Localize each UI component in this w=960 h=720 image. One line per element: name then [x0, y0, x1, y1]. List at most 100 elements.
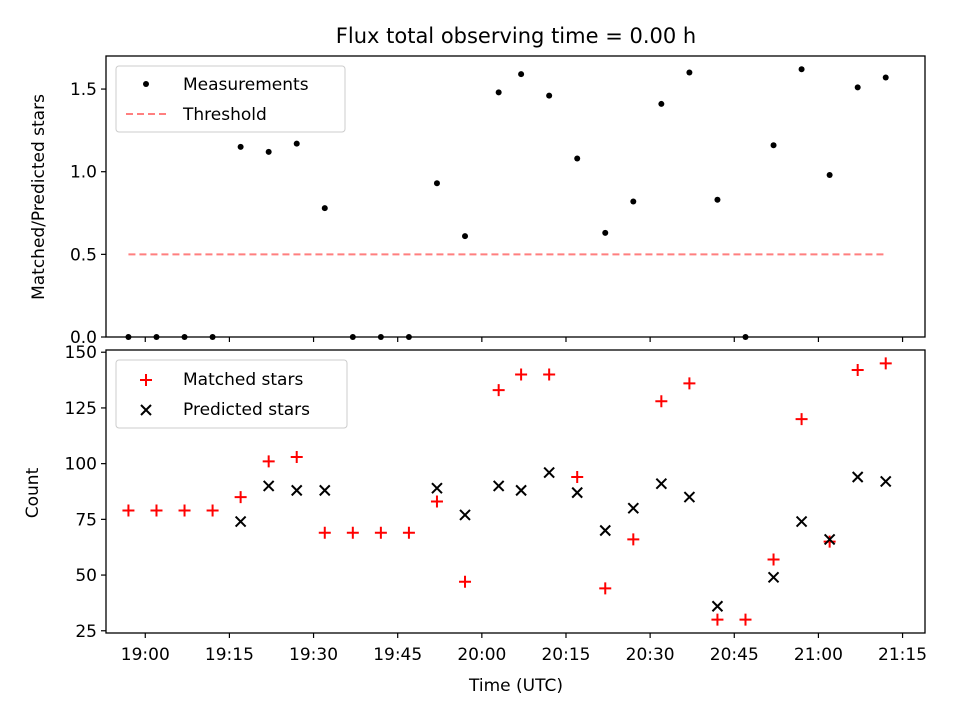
- measurement-point: [882, 74, 889, 81]
- matched-star-point: [767, 553, 780, 566]
- bottom-y-tick-label: 125: [65, 399, 97, 419]
- legend-measurements-label: Measurements: [183, 75, 309, 95]
- matched-star-point: [627, 533, 640, 546]
- predicted-star-point: [571, 486, 583, 499]
- measurement-point: [237, 143, 244, 150]
- matched-star-point: [492, 384, 505, 397]
- matched-star-point: [879, 357, 892, 370]
- x-tick-label: 20:45: [710, 645, 759, 665]
- legend-matched-marker: [140, 374, 152, 386]
- predicted-star-point: [823, 533, 836, 546]
- predicted-star-point: [627, 502, 640, 514]
- matched-star-point: [739, 613, 752, 626]
- measurement-point: [826, 172, 833, 179]
- bottom-legend-frame: [115, 359, 348, 429]
- predicted-star-point: [599, 524, 611, 537]
- predicted-star-point: [262, 480, 275, 492]
- matched-star-point: [318, 526, 331, 539]
- top-y-tick-label: 1.0: [70, 163, 97, 183]
- x-tick-label: 21:00: [794, 645, 843, 665]
- x-tick-label: 21:15: [878, 645, 927, 665]
- predicted-star-point: [234, 515, 247, 528]
- measurement-point: [686, 69, 693, 76]
- measurement-point: [574, 155, 581, 162]
- predicted-star-point: [515, 484, 527, 497]
- predicted-star-point: [851, 471, 864, 483]
- top-y-ticks: 0.0 0.5 1.0 1.5: [70, 80, 106, 348]
- top-y-axis-label: Matched/Predicted stars: [29, 94, 49, 300]
- measurement-point: [658, 100, 665, 107]
- predicted-star-point: [431, 482, 443, 494]
- measurement-point: [518, 71, 525, 78]
- bottom-axes-frame: [105, 349, 926, 634]
- matched-star-point: [234, 491, 247, 504]
- matched-star-point: [374, 526, 387, 539]
- matched-star-point: [683, 377, 696, 390]
- matched-star-point: [206, 504, 219, 517]
- matched-star-point: [290, 450, 303, 463]
- bottom-y-tick-label: 100: [65, 455, 97, 475]
- matched-star-point: [571, 471, 584, 484]
- top-axes-frame: [105, 55, 926, 338]
- top-legend-frame: [115, 65, 346, 133]
- bottom-marks: [122, 357, 892, 626]
- matched-star-point: [851, 364, 864, 377]
- matched-star-point: [262, 455, 275, 468]
- top-y-tick-label: 0.0: [70, 328, 97, 348]
- measurement-point: [630, 198, 637, 205]
- predicted-star-point: [711, 600, 724, 612]
- x-tick-label: 19:45: [373, 645, 422, 665]
- top-y-tick-label: 0.5: [70, 245, 97, 265]
- bottom-y-tick-label: 150: [65, 343, 97, 363]
- x-axis-label: Time (UTC): [468, 676, 563, 696]
- legend-threshold-label: Threshold: [182, 105, 267, 125]
- x-tick-label: 19:00: [121, 645, 170, 665]
- matched-star-point: [655, 395, 668, 408]
- predicted-star-point: [795, 515, 808, 528]
- matched-star-point: [795, 413, 808, 426]
- measurement-point: [433, 180, 440, 187]
- measurement-point: [714, 196, 721, 203]
- top-x-ticks: [144, 337, 904, 342]
- predicted-star-point: [683, 491, 696, 503]
- measurement-point: [495, 89, 502, 96]
- bottom-y-ticks: 25 50 75 100 125 150: [65, 343, 106, 642]
- measurement-point: [854, 84, 861, 91]
- top-y-tick-label: 1.5: [70, 80, 97, 100]
- x-tick-label: 20:30: [626, 645, 675, 665]
- predicted-star-point: [543, 466, 555, 479]
- bottom-y-tick-label: 50: [75, 566, 97, 586]
- x-tick-label: 19:30: [289, 645, 338, 665]
- x-tick-label: 20:00: [457, 645, 506, 665]
- measurement-point: [546, 92, 553, 99]
- bottom-y-axis-label: Count: [23, 467, 43, 518]
- predicted-star-point: [655, 477, 668, 490]
- top-legend: Measurements Threshold: [115, 65, 346, 133]
- matched-star-point: [515, 368, 528, 381]
- matched-star-point: [150, 504, 163, 517]
- predicted-star-point: [319, 484, 331, 497]
- bottom-panel: 25 50 75 100 125 150 19:00 19:15 19:30 19:45 20:0…: [23, 343, 927, 696]
- measurement-point: [602, 229, 609, 236]
- bottom-x-ticks: 19:00 19:15 19:30 19:45 20:00 20:15 20:30 20:45…: [121, 633, 927, 665]
- predicted-star-point: [767, 571, 780, 583]
- matched-star-point: [122, 504, 135, 517]
- top-panel: Flux total observing time = 0.00 h 0.00.…: [29, 24, 926, 348]
- predicted-star-point: [459, 509, 471, 521]
- predicted-star-point: [291, 484, 303, 497]
- legend-measurements-marker: [143, 81, 149, 87]
- measurement-point: [770, 142, 777, 149]
- measurement-point: [265, 148, 272, 155]
- legend-predicted-marker: [140, 404, 152, 416]
- bottom-legend: Matched stars Predicted stars: [115, 359, 348, 429]
- chart-title: Flux total observing time = 0.00 h: [336, 24, 696, 48]
- matched-star-point: [823, 535, 836, 548]
- matched-star-point: [430, 495, 443, 508]
- x-tick-label: 20:15: [541, 645, 590, 665]
- matched-star-point: [178, 504, 191, 517]
- matched-star-point: [543, 368, 556, 381]
- measurement-point: [462, 233, 469, 240]
- bottom-y-tick-label: 75: [75, 510, 97, 530]
